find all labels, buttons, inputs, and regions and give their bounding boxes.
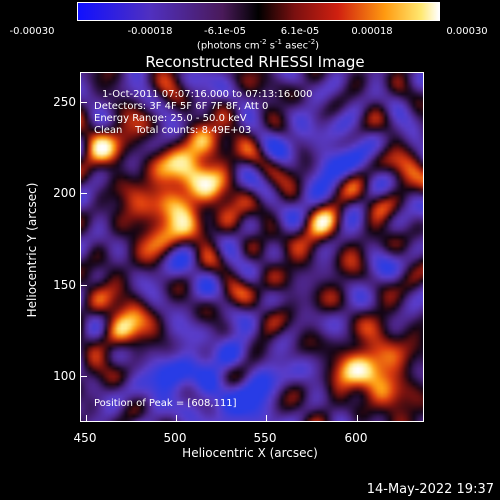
colorbar-tick-label: -6.1e-05 (204, 26, 246, 37)
peak-position-text: Position of Peak = [608,111] (94, 398, 237, 409)
colorbar-tick-label: 0.00018 (351, 26, 393, 37)
colorbar-tick-label: 6.1e-05 (280, 26, 320, 37)
x-tick-label: 600 (344, 431, 368, 445)
rhessi-image-pixels (80, 72, 424, 422)
colorbar (77, 2, 440, 21)
energy-range-text: Energy Range: 25.0 - 50.0 keV (94, 113, 247, 124)
x-tick-label: 550 (253, 431, 277, 445)
colorbar-tick-label: 0.00030 (446, 26, 488, 37)
x-tick-label: 450 (73, 431, 97, 445)
x-tick-label: 500 (163, 431, 187, 445)
y-axis-label: Heliocentric Y (arcsec) (25, 182, 39, 318)
y-tick-label: 200 (53, 186, 76, 200)
y-tick-label: 100 (53, 369, 76, 383)
colorbar-units: (photons cm-2 s-1 asec-2) (196, 38, 320, 52)
clean-counts-text: Clean Total counts: 8.49E+03 (94, 125, 252, 136)
time-range-text: 1-Oct-2011 07:07:16.000 to 07:13:16.000 (102, 89, 313, 100)
y-tick-label: 250 (53, 95, 76, 109)
y-tick-label: 150 (53, 278, 76, 292)
colorbar-tick-label: -0.00018 (127, 26, 173, 37)
colorbar-tick-label: -0.00030 (9, 26, 55, 37)
plot-title: Reconstructed RHESSI Image (145, 53, 365, 71)
detectors-text: Detectors: 3F 4F 5F 6F 7F 8F, Att 0 (94, 101, 269, 112)
timestamp: 14-May-2022 19:37 (366, 482, 494, 497)
colorbar-gradient (78, 3, 439, 20)
x-axis-label: Heliocentric X (arcsec) (182, 446, 318, 460)
rhessi-image (80, 72, 424, 422)
